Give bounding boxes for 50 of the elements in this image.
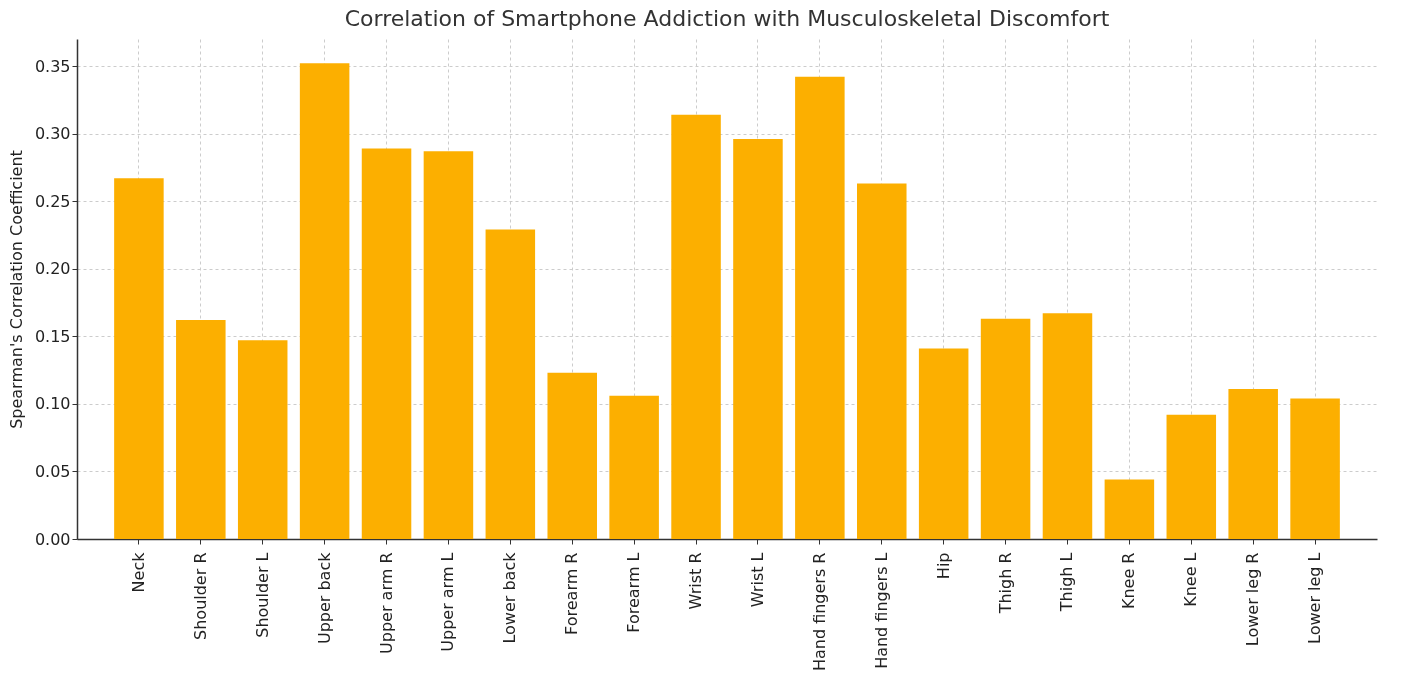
- y-tick-label: 0.00: [34, 529, 71, 549]
- y-tick-label: 0.15: [34, 326, 71, 346]
- x-tick-label: Lower leg L: [1305, 552, 1325, 644]
- bar: [1290, 398, 1340, 539]
- y-axis-title: Spearman's Correlation Coefficient: [6, 150, 26, 429]
- bar: [114, 178, 164, 539]
- bar: [733, 139, 783, 539]
- bar: [547, 372, 597, 539]
- x-tick-label: Hip: [933, 552, 953, 580]
- x-tick-label: Thigh R: [995, 552, 1015, 615]
- bar: [237, 340, 288, 539]
- bar: [795, 76, 845, 539]
- bar: [1166, 414, 1217, 539]
- bar: [1104, 479, 1155, 539]
- bar: [1042, 313, 1093, 539]
- x-tick-label: Upper back: [314, 551, 334, 645]
- bar: [609, 395, 659, 539]
- x-tick-label: Wrist R: [686, 552, 706, 610]
- x-tick-label: Wrist L: [747, 552, 767, 608]
- x-tick-label: Hand fingers L: [871, 552, 891, 669]
- y-tick-label: 0.25: [34, 191, 71, 211]
- x-tick-label: Upper arm L: [438, 552, 458, 652]
- y-tick-label: 0.35: [34, 56, 71, 76]
- bar: [918, 348, 969, 539]
- y-tick-label: 0.10: [34, 394, 71, 414]
- x-tick-label: Lower leg R: [1243, 552, 1263, 647]
- x-tick-label: Forearm R: [562, 552, 582, 635]
- bar: [176, 320, 226, 539]
- x-tick-label: Lower back: [500, 551, 520, 644]
- x-tick-label: Upper arm R: [376, 552, 396, 654]
- x-tick-label: Knee R: [1119, 552, 1139, 610]
- bar: [980, 318, 1031, 539]
- bar: [485, 229, 536, 539]
- x-tick-label: Knee L: [1181, 552, 1201, 607]
- bar: [299, 63, 350, 539]
- x-tick-label: Hand fingers R: [809, 552, 829, 672]
- bar: [671, 114, 721, 539]
- x-tick-label: Neck: [128, 551, 148, 593]
- x-tick-label: Forearm L: [624, 552, 644, 633]
- bar: [423, 151, 474, 539]
- y-tick-label: 0.30: [34, 124, 71, 144]
- x-tick-label: Shoulder L: [252, 552, 272, 638]
- bar: [857, 183, 907, 539]
- bar: [361, 148, 412, 539]
- y-tick-label: 0.20: [34, 259, 71, 279]
- bar: [1228, 389, 1278, 539]
- x-tick-label: Thigh L: [1057, 552, 1077, 613]
- y-tick-label: 0.05: [34, 461, 71, 481]
- chart-title: Correlation of Smartphone Addiction with Musculoskeletal Discomfort: [344, 6, 1110, 31]
- x-tick-label: Shoulder R: [190, 552, 210, 640]
